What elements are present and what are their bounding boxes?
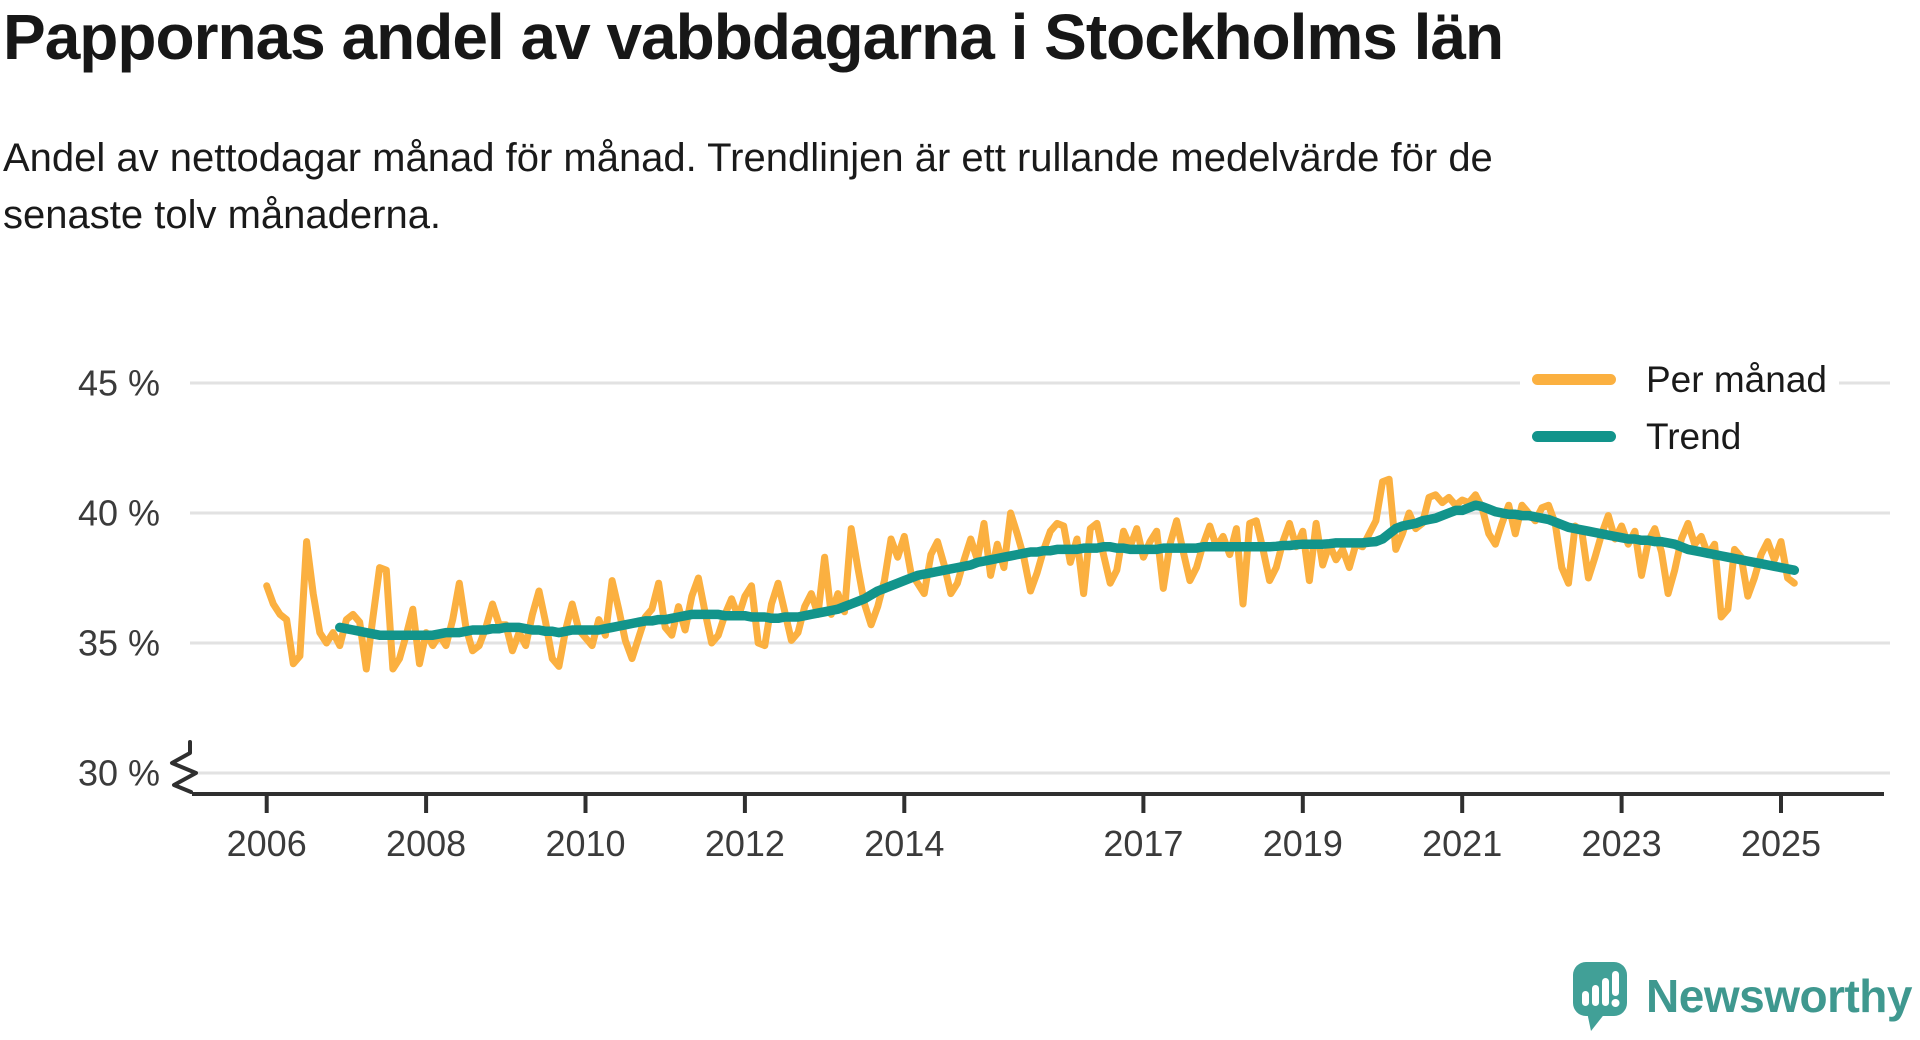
y-tick-label-40: 40 % xyxy=(78,493,160,534)
legend-item-trend: Trend xyxy=(1520,408,1839,465)
x-tick-label-2025: 2025 xyxy=(1741,823,1821,864)
x-tick-label-2012: 2012 xyxy=(705,823,785,864)
newsworthy-icon xyxy=(1573,962,1628,1031)
x-tick-label-2006: 2006 xyxy=(227,823,307,864)
y-tick-label-35: 35 % xyxy=(78,623,160,664)
chart-legend: Per månad Trend xyxy=(1520,351,1839,465)
series-line-trend xyxy=(335,500,1800,640)
chart-title: Pappornas andel av vabbdagarna i Stockho… xyxy=(3,1,1504,73)
legend-label-per-manad: Per månad xyxy=(1646,358,1827,400)
chart-subtitle-line1: Andel av nettodagar månad för månad. Tre… xyxy=(3,136,1493,180)
x-tick-label-2021: 2021 xyxy=(1422,823,1502,864)
chart-subtitle-line2: senaste tolv månaderna. xyxy=(3,193,442,237)
y-tick-label-45: 45 % xyxy=(78,363,160,404)
x-tick-label-2010: 2010 xyxy=(545,823,625,864)
legend-swatch-trend xyxy=(1532,431,1616,442)
x-tick-label-2017: 2017 xyxy=(1103,823,1183,864)
newsworthy-logo-text: Newsworthy xyxy=(1646,970,1912,1022)
legend-swatch-per-manad xyxy=(1532,374,1616,385)
chart-subtitle: Andel av nettodagar månad för månad. Tre… xyxy=(3,130,1493,244)
legend-item-per-manad: Per månad xyxy=(1520,351,1839,408)
x-tick-label-2008: 2008 xyxy=(386,823,466,864)
axis-break-icon xyxy=(170,740,198,794)
series-line-per-manad xyxy=(263,475,1798,673)
x-tick-label-2023: 2023 xyxy=(1582,823,1662,864)
newsworthy-logo: Newsworthy xyxy=(1570,960,1912,1032)
x-tick-label-2014: 2014 xyxy=(864,823,944,864)
y-tick-label-30: 30 % xyxy=(78,753,160,794)
x-tick-label-2019: 2019 xyxy=(1263,823,1343,864)
legend-label-trend: Trend xyxy=(1646,415,1742,457)
